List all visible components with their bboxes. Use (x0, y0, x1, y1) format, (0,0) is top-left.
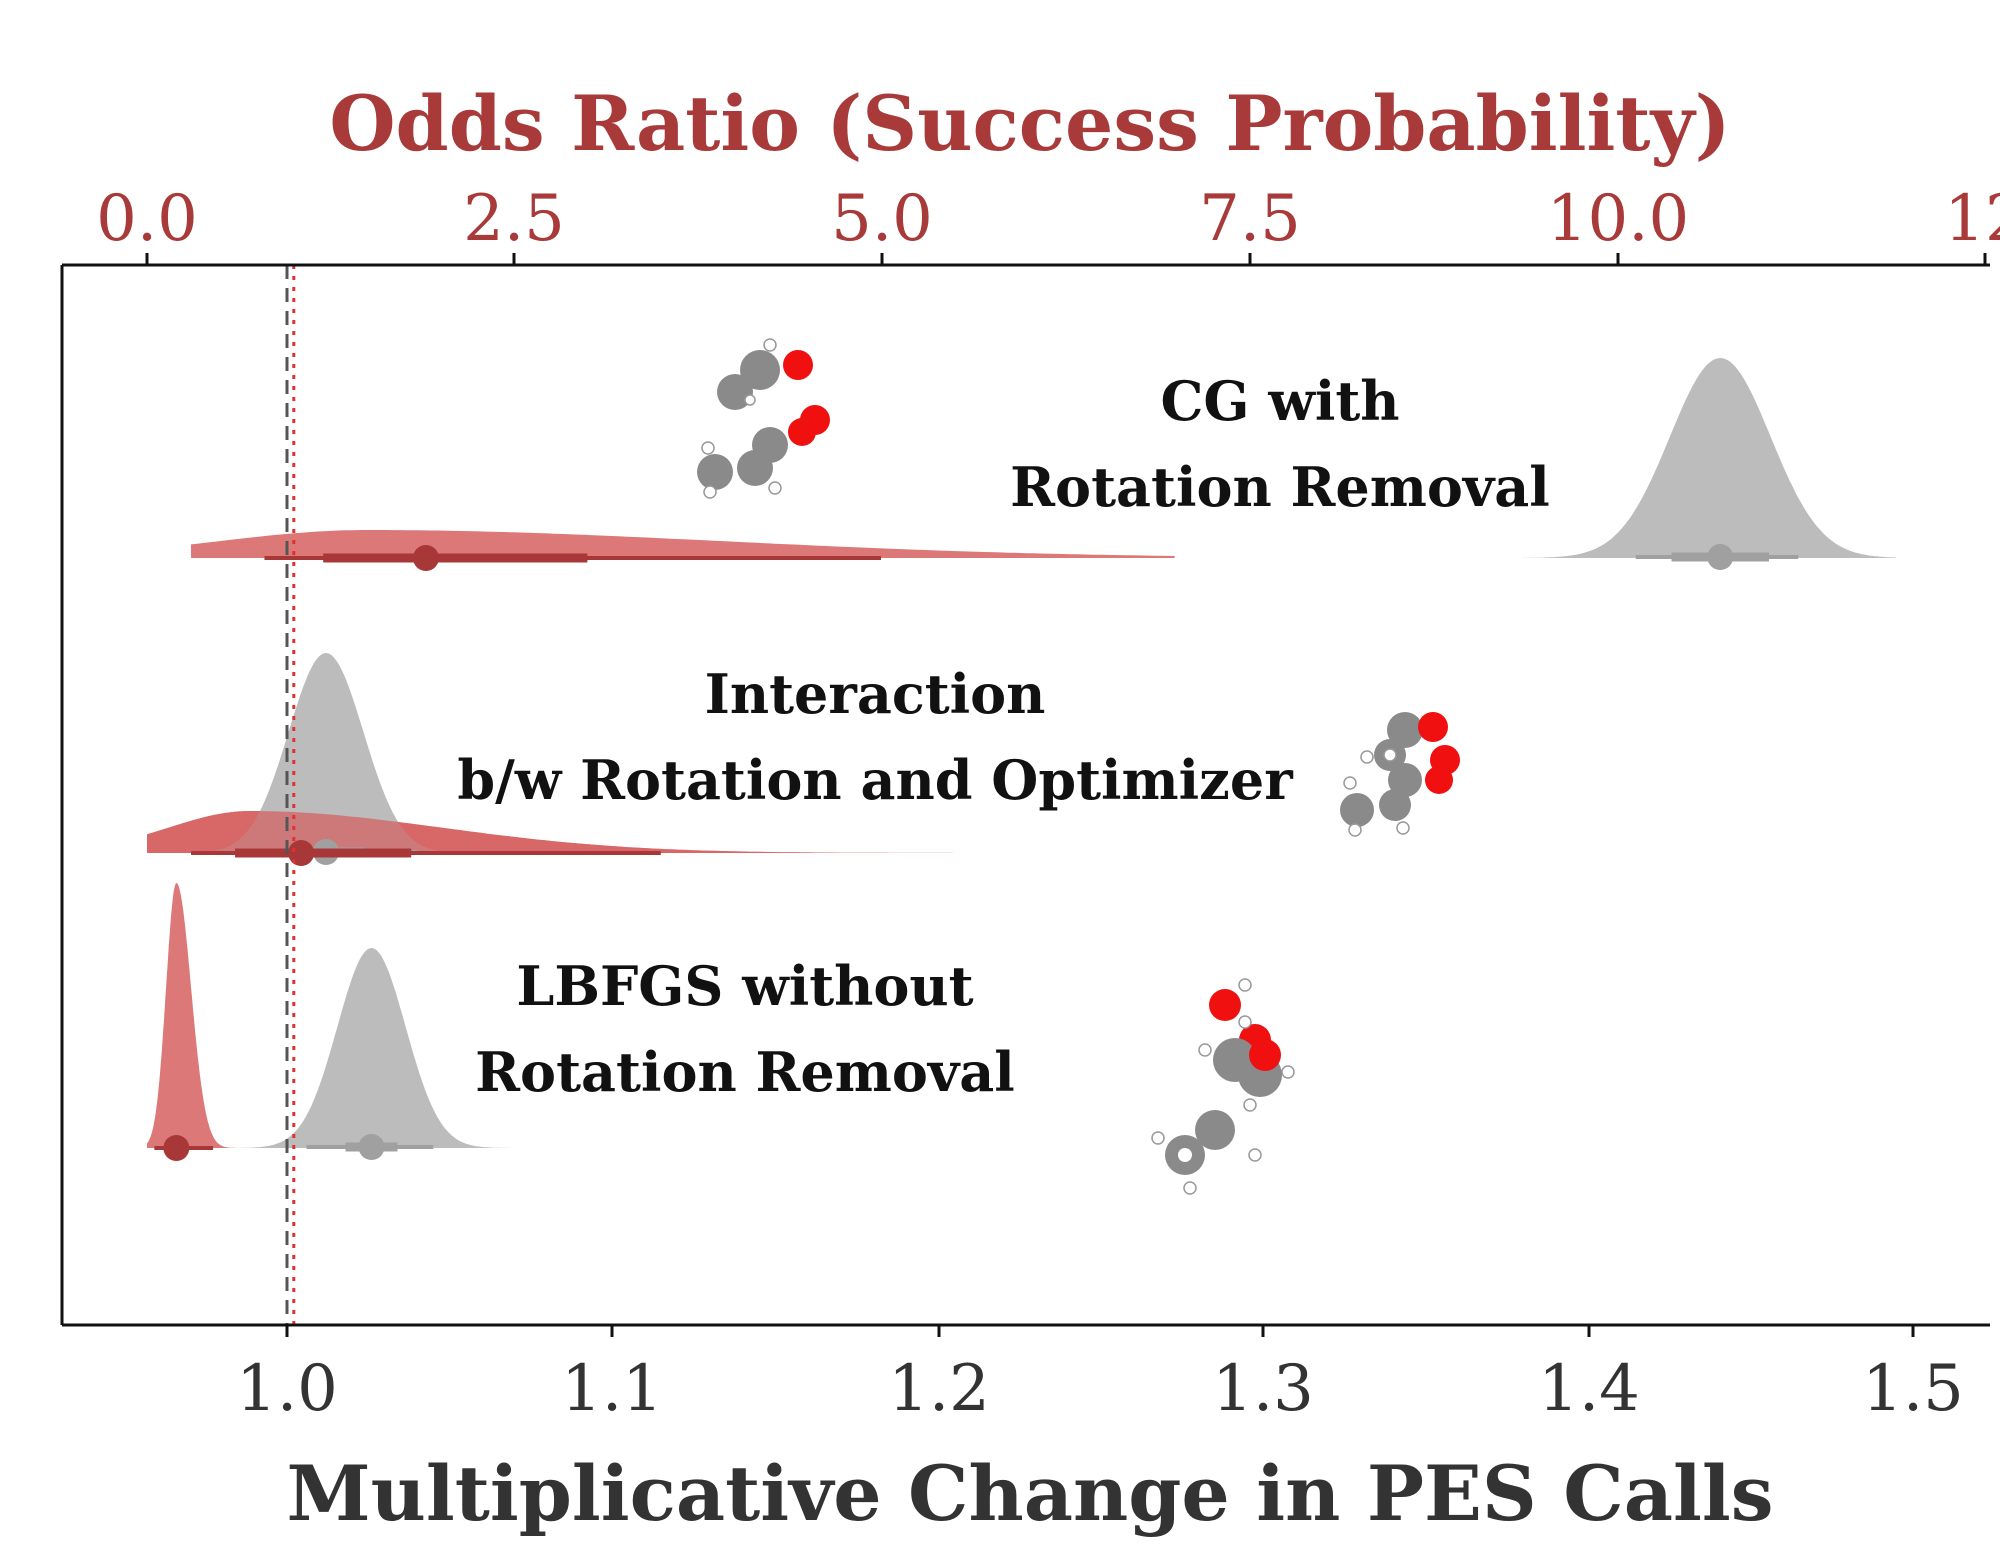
top-tick-label: 0.0 (96, 182, 198, 256)
odds-median-point (163, 1135, 190, 1161)
plot-area: CG with Rotation Removal Interaction b/w Ro… (60, 263, 1990, 1327)
top-tick-label: 12 (1944, 182, 2000, 256)
bottom-tick-label: 1.1 (561, 1352, 663, 1426)
pes-density (173, 653, 499, 853)
pes-median-point (1707, 544, 1734, 570)
bottom-tick-label: 1.0 (236, 1352, 338, 1426)
odds-density (147, 811, 1175, 853)
top-tick-label: 5.0 (831, 182, 933, 256)
odds-density (191, 530, 1175, 558)
top-tick-label: 10.0 (1547, 182, 1690, 256)
molecule-icon (1151, 978, 1295, 1195)
row-group: CG with Rotation Removal (191, 358, 1896, 571)
odds-density (147, 883, 265, 1148)
row-label: b/w Rotation and Optimizer (457, 748, 1293, 812)
bottom-axis: 1.0 1.1 1.2 1.3 1.4 1.5 (236, 1325, 1964, 1426)
pes-density (1522, 358, 1896, 558)
bottom-tick-label: 1.3 (1212, 1352, 1314, 1426)
pes-median-point (358, 1134, 385, 1160)
odds-median-point (288, 840, 315, 866)
row-group: Interaction b/w Rotation and Optimizer (147, 653, 1293, 866)
row-label: Rotation Removal (1010, 455, 1550, 519)
odds-median-point (412, 545, 439, 571)
bottom-tick-label: 1.4 (1538, 1352, 1640, 1426)
top-axis: 0.0 2.5 5.0 7.5 10.0 12 (96, 182, 2000, 265)
top-tick-label: 2.5 (463, 182, 565, 256)
row-label: CG with (1160, 369, 1399, 433)
pes-density (238, 948, 515, 1148)
bottom-axis-title: Multiplicative Change in PES Calls (286, 1449, 1773, 1538)
molecule-icon (1340, 712, 1460, 837)
row-group: LBFGS without Rotation Removal (147, 883, 1015, 1161)
row-label: Rotation Removal (475, 1040, 1015, 1104)
row-label: Interaction (705, 662, 1046, 726)
top-axis-title: Odds Ratio (Success Probability) (329, 79, 1730, 168)
bottom-tick-label: 1.5 (1862, 1352, 1964, 1426)
molecule-icon (697, 338, 830, 499)
row-label: LBFGS without (516, 954, 973, 1018)
bottom-tick-label: 1.2 (888, 1352, 990, 1426)
top-tick-label: 7.5 (1199, 182, 1301, 256)
